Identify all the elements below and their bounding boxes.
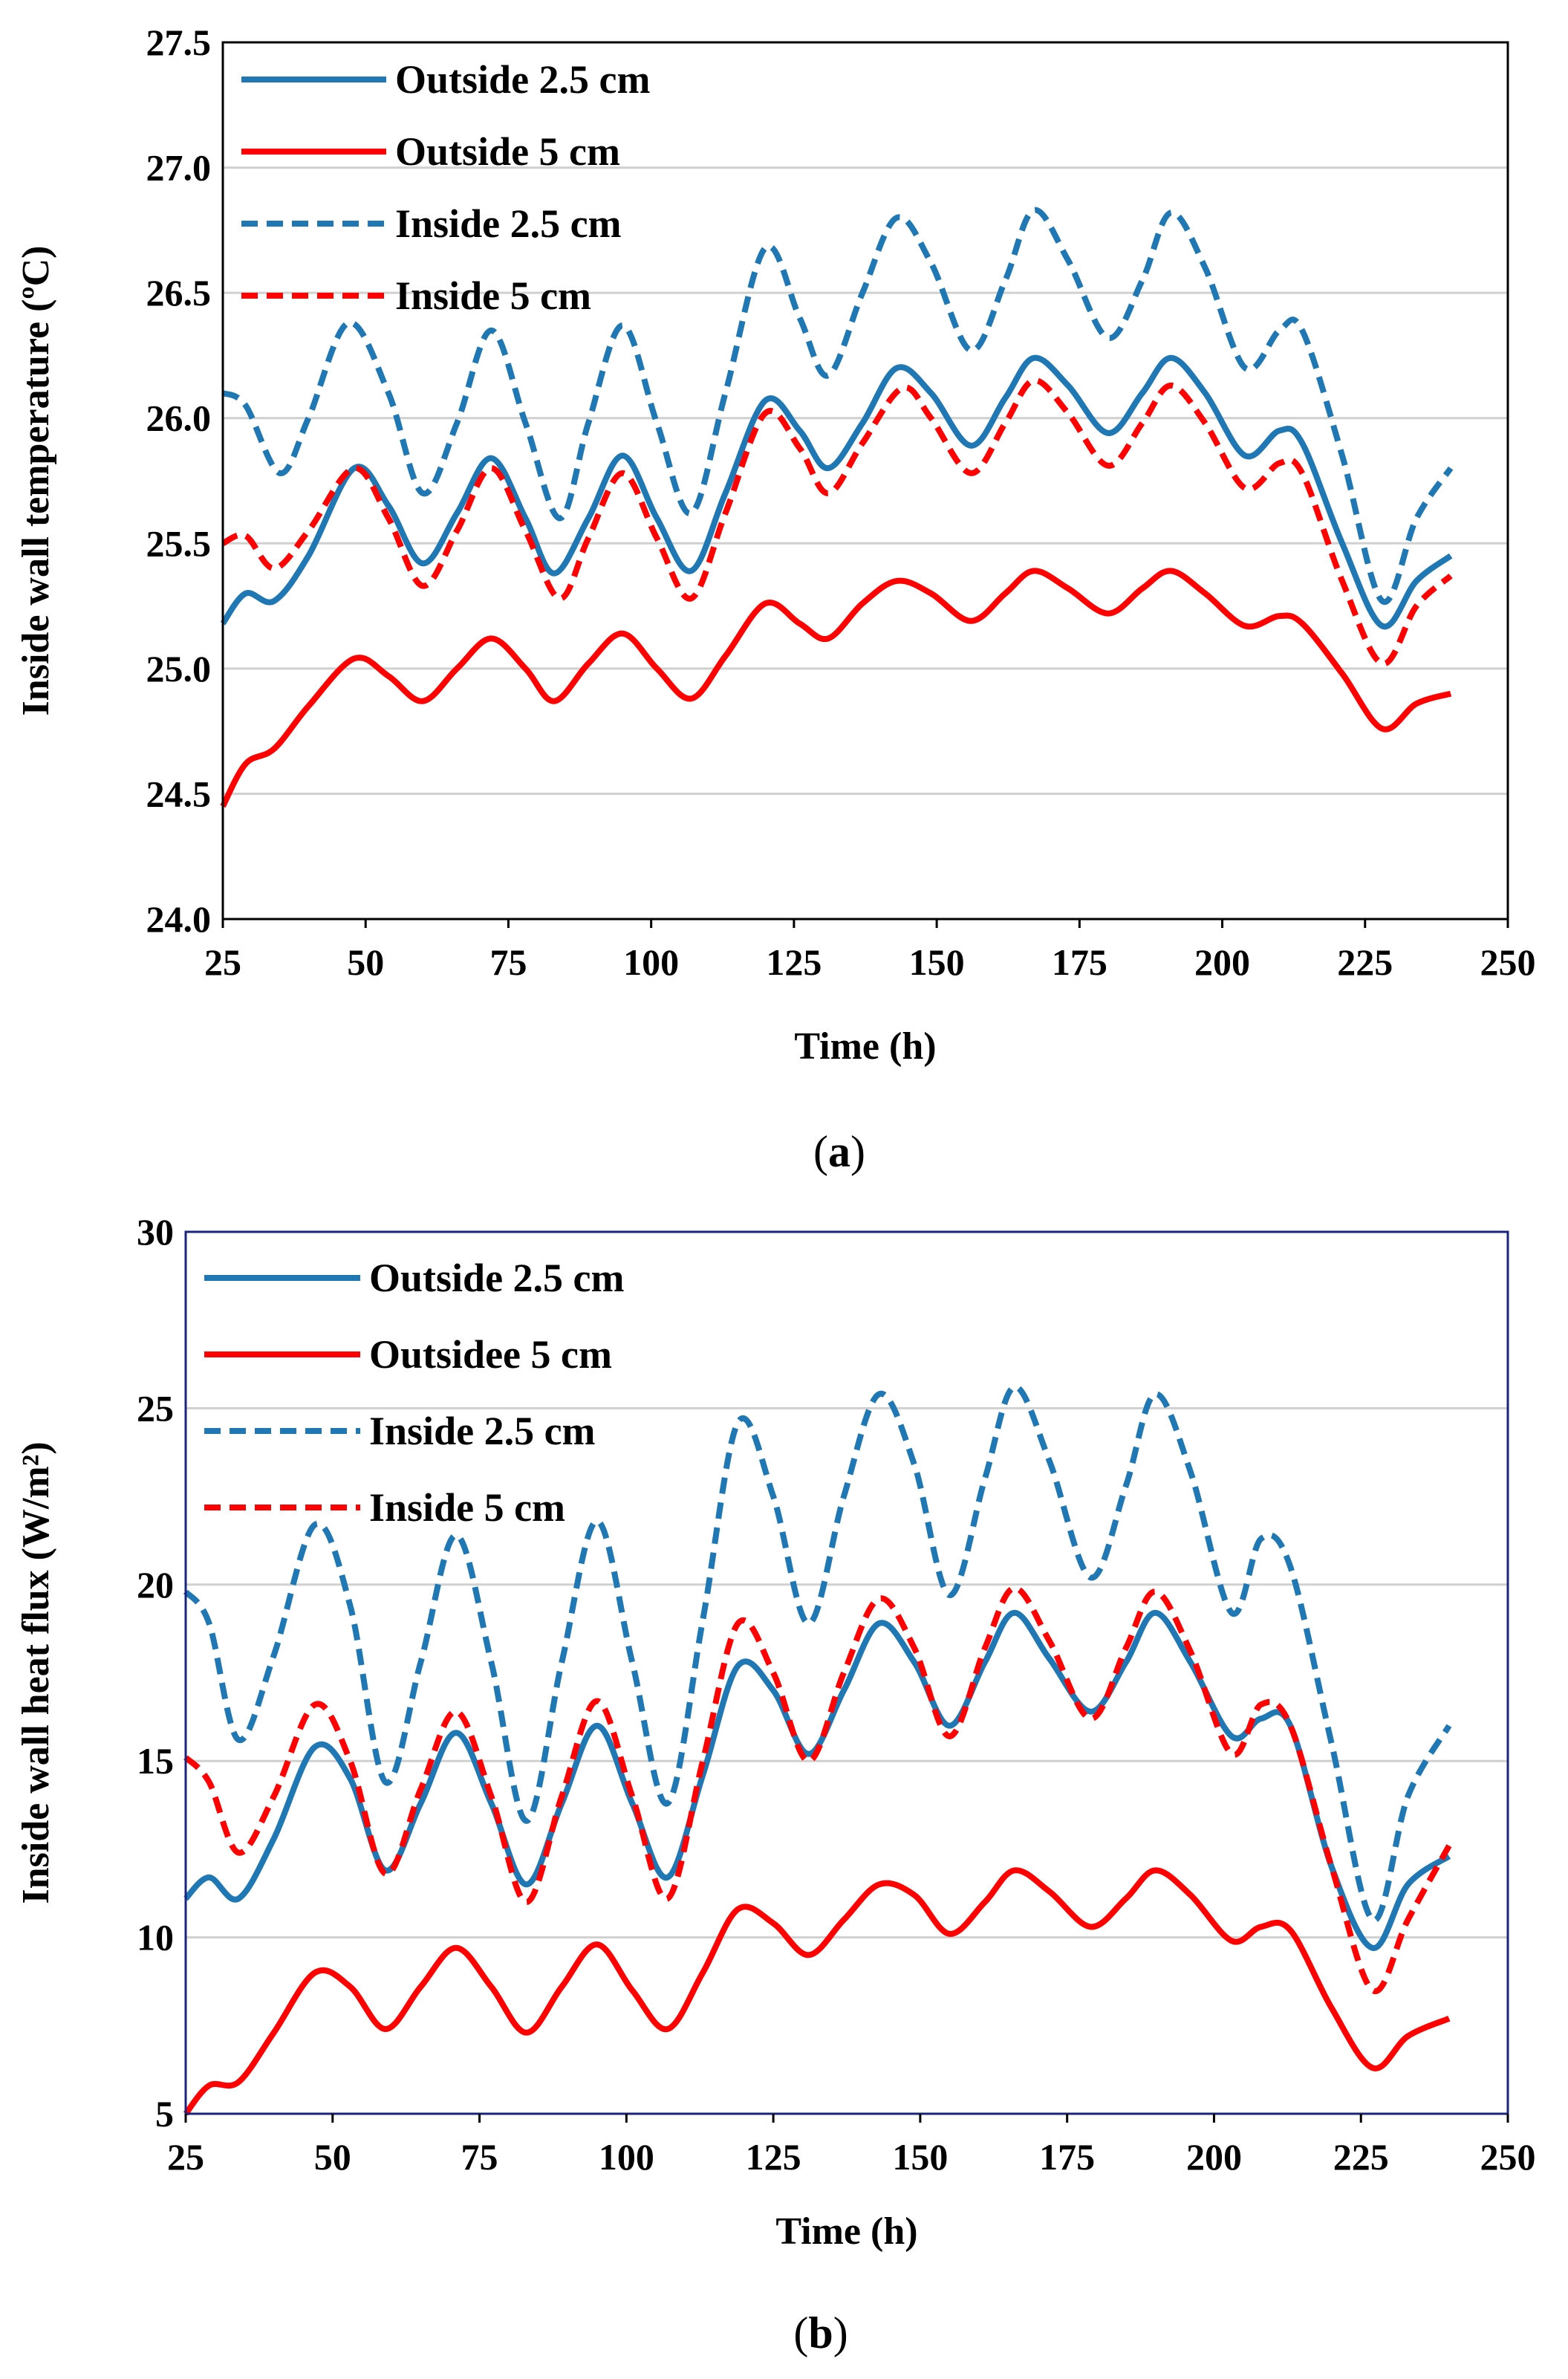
x-tick-label: 175 [1039, 2136, 1095, 2178]
x-tick-label: 100 [599, 2136, 654, 2178]
panel-a-series [220, 207, 1454, 808]
legend-label: Inside 2.5 cm [395, 201, 622, 246]
x-tick-label: 200 [1194, 941, 1250, 983]
panel-b-gridlines [186, 1406, 1508, 1939]
y-tick-label: 10 [137, 1917, 174, 1958]
panel-b: 25 50 75 100 125 150 175 200 225 250 51015202530 … [15, 1211, 1536, 2357]
legend-label: Inside 5 cm [369, 1485, 565, 1530]
x-tick-label: 175 [1052, 941, 1107, 983]
series-line-outside-5-cm [220, 568, 1452, 808]
panel-b-label-letter: b [808, 2308, 833, 2357]
panel-a-plot-frame [221, 41, 1509, 921]
series-line-outside-2-5-cm [183, 1609, 1451, 1951]
x-tick-label: 125 [766, 941, 822, 983]
legend-label: Outsidee 5 cm [369, 1332, 612, 1377]
x-tick-label: 25 [204, 941, 241, 983]
x-tick-label: 50 [347, 941, 384, 983]
x-tick-label: 200 [1186, 2136, 1242, 2178]
x-tick-label: 150 [892, 2136, 948, 2178]
series-line-inside-5-cm [221, 377, 1453, 667]
y-tick-label: 25.5 [146, 522, 212, 564]
panel-b-y-axis-title: Inside wall heat flux (W/m²) [15, 1441, 57, 1903]
series-line-outsidee-5-cm [183, 1867, 1451, 2116]
x-tick-label: 225 [1333, 2136, 1389, 2178]
y-tick-label: 25.0 [146, 648, 212, 689]
panel-b-y-ticks: 5 10 15 20 25 30 [137, 1211, 174, 2135]
x-tick-label: 50 [314, 2136, 351, 2178]
y-tick-label: 15 [137, 1740, 174, 1782]
y-tick-label: 27.0 [146, 147, 212, 189]
y-tick-label: 26.0 [146, 397, 212, 439]
x-tick-label: 225 [1337, 941, 1393, 983]
legend-label: Inside 2.5 cm [369, 1409, 596, 1453]
y-tick-label: 5 [155, 2093, 174, 2135]
y-tick-label: 24.0 [146, 898, 212, 940]
y-tick-label: 25 [137, 1387, 174, 1429]
panel-a-y-axis-title: Inside wall temperature (ºC) [15, 246, 57, 716]
y-tick-label: 24.5 [146, 773, 212, 814]
panel-a-label-letter: a [828, 1127, 850, 1176]
x-tick-label: 250 [1480, 2136, 1536, 2178]
y-tick-label: 30 [137, 1211, 174, 1253]
x-tick-label: 25 [167, 2136, 204, 2178]
panel-b-x-ticks: 25 50 75 100 125 150 175 200 225 250 [167, 2114, 1536, 2178]
panel-a-label: (a) [813, 1127, 865, 1176]
panel-a-legend: Outside 2.5 cm Outside 5 cm Inside 2.5 cm I… [241, 57, 651, 318]
x-tick-label: 75 [461, 2136, 498, 2178]
x-tick-label: 125 [746, 2136, 801, 2178]
panel-b-legend: Outside 2.5 cm Outsidee 5 cm Inside 2.5 cm… [204, 1256, 625, 1530]
panel-a: 25 50 75 100 125 150 175 200 225 250 24.0 24.5 25.0… [15, 22, 1536, 1176]
panel-a-y-ticks: 24.0 24.5 25.0 25.5 26.0 26.5 27.0 27.5 [146, 22, 212, 940]
y-tick-label: 20 [137, 1564, 174, 1606]
series-line-inside-2-5-cm [183, 1383, 1452, 1924]
y-tick-label: 26.5 [146, 272, 212, 314]
series-line-inside-5-cm [183, 1585, 1452, 1995]
panel-a-x-ticks: 25 50 75 100 125 150 175 200 225 250 [204, 919, 1536, 983]
series-line-inside-2-5-cm [221, 207, 1454, 606]
x-tick-label: 250 [1480, 941, 1536, 983]
panel-b-label: (b) [793, 2308, 848, 2357]
x-tick-label: 150 [909, 941, 965, 983]
x-tick-label: 100 [623, 941, 679, 983]
panel-b-x-axis-title: Time (h) [775, 2210, 917, 2253]
panel-a-x-axis-title: Time (h) [794, 1025, 936, 1068]
x-tick-label: 75 [489, 941, 527, 983]
legend-label: Inside 5 cm [395, 273, 591, 318]
panel-b-plot-frame [184, 1230, 1509, 2115]
y-tick-label: 27.5 [146, 22, 212, 63]
panel-b-series [183, 1383, 1452, 2116]
legend-label: Outside 5 cm [395, 129, 620, 174]
legend-label: Outside 2.5 cm [395, 57, 651, 102]
series-line-outside-2-5-cm [220, 354, 1453, 630]
legend-label: Outside 2.5 cm [369, 1256, 625, 1300]
